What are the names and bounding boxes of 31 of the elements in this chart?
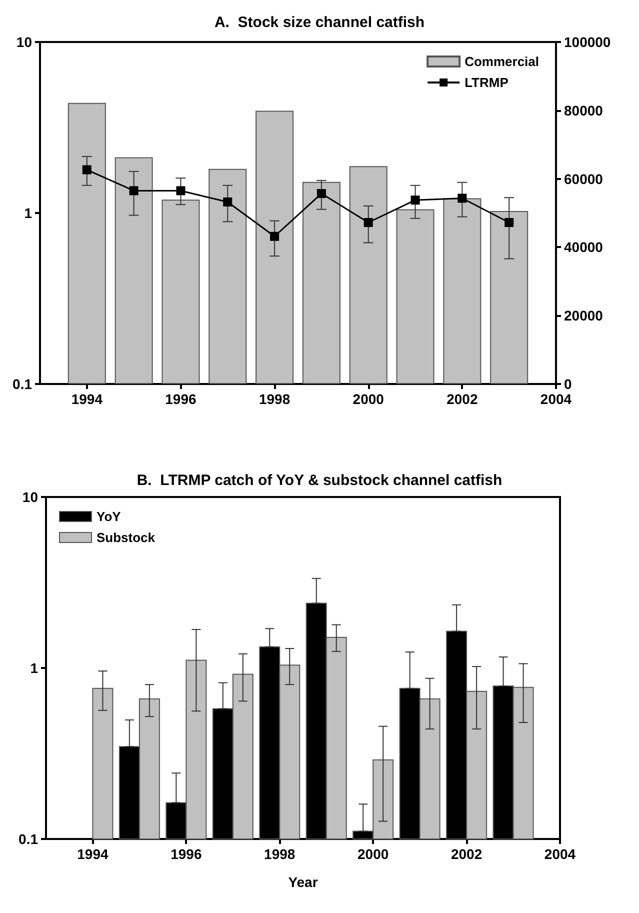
x-tick-label: 2000 — [358, 846, 389, 862]
x-tick-label: 2000 — [352, 391, 384, 407]
y-tick-label: 0.1 — [12, 376, 32, 392]
y-tick-label: 1 — [30, 660, 38, 676]
x-tick-label: 2002 — [446, 391, 478, 407]
y2-tick-label: 80000 — [564, 102, 604, 118]
legend-label: LTRMP — [464, 75, 509, 90]
x-axis-title: Year — [288, 874, 318, 890]
x-tick-label: 1994 — [77, 846, 109, 862]
y2-tick-label: 40000 — [564, 239, 604, 256]
x-tick-label: 1996 — [170, 846, 202, 862]
x-tick-label: 2004 — [544, 846, 576, 862]
x-tick-label: 1998 — [264, 846, 296, 862]
x-tick-label: 2002 — [450, 846, 482, 862]
y-tick-label: 0.1 — [18, 831, 38, 847]
chart-title: B. LTRMP catch of YoY & substock channel catfish — [136, 472, 502, 489]
x-tick-label: 1996 — [165, 391, 197, 407]
x-tick-label: 2004 — [540, 391, 572, 407]
legend-label: Substock — [96, 530, 156, 545]
y2-tick-label: 0 — [564, 376, 572, 392]
y2-tick-label: 20000 — [564, 308, 604, 324]
x-tick-label: 1998 — [258, 391, 290, 407]
y2-tick-label: 60000 — [564, 170, 604, 187]
y-tick-label: 10 — [16, 34, 32, 50]
y2-tick-label: 100000 — [564, 34, 611, 50]
legend-label: YoY — [96, 509, 122, 524]
legend-label: Commercial — [464, 54, 539, 69]
x-tick-label: 1994 — [71, 391, 103, 407]
y-tick-label: 1 — [24, 205, 32, 221]
chart-title: A. Stock size channel catfish — [214, 14, 425, 31]
y-tick-label: 10 — [22, 489, 38, 505]
